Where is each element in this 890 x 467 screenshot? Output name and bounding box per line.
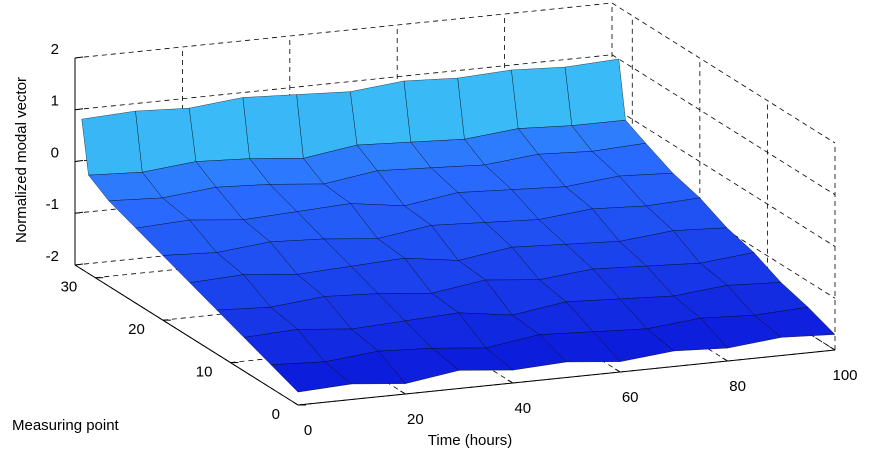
y-axis-label: Measuring point bbox=[12, 417, 120, 434]
surface-patch bbox=[349, 80, 411, 146]
z-tick bbox=[74, 211, 84, 214]
surface-patch bbox=[188, 97, 250, 162]
surface-patch bbox=[457, 69, 519, 140]
x-tick-label: 40 bbox=[514, 400, 531, 417]
grid-line bbox=[611, 106, 836, 247]
y-tick-label: 30 bbox=[61, 279, 78, 296]
x-tick bbox=[614, 368, 621, 373]
grid-line bbox=[611, 2, 836, 144]
axes: 0 20 40 60 80 100 0 10 20 30-2 -1 0 1 2 bbox=[46, 41, 858, 439]
z-axis-label: Normalized modal vector bbox=[13, 77, 30, 243]
grid-line bbox=[611, 157, 836, 299]
x-tick-label: 20 bbox=[407, 411, 424, 428]
z-tick-label: 1 bbox=[51, 93, 59, 110]
x-tick bbox=[722, 357, 728, 362]
surface-patch bbox=[403, 77, 465, 143]
z-tick bbox=[74, 160, 84, 162]
x-axis-label: Time (hours) bbox=[428, 432, 512, 449]
z-tick bbox=[74, 56, 84, 59]
surface-patch bbox=[135, 107, 197, 173]
z-tick bbox=[74, 263, 84, 266]
y-axis bbox=[74, 264, 299, 406]
x-tick-label: 0 bbox=[304, 422, 312, 439]
x-tick bbox=[507, 379, 514, 384]
z-tick-label: 2 bbox=[51, 41, 59, 58]
z-tick bbox=[74, 108, 84, 111]
grid-line bbox=[74, 2, 613, 59]
x-tick-label: 60 bbox=[622, 389, 639, 406]
grid-line bbox=[611, 54, 836, 196]
surface bbox=[81, 58, 836, 393]
z-tick-label: 0 bbox=[51, 144, 59, 161]
z-tick-label: -1 bbox=[46, 196, 59, 213]
surface-patch bbox=[511, 66, 573, 129]
y-tick-label: 10 bbox=[196, 364, 213, 381]
surface-patch bbox=[81, 110, 143, 176]
x-tick bbox=[400, 390, 406, 395]
y-tick-label: 0 bbox=[272, 406, 280, 423]
surface-patch bbox=[242, 94, 304, 159]
x-tick-label: 80 bbox=[729, 378, 746, 395]
x-tick bbox=[829, 346, 836, 351]
x-tick bbox=[292, 401, 299, 406]
surface-patch bbox=[270, 361, 353, 393]
x-axis bbox=[297, 349, 836, 406]
x-tick-label: 100 bbox=[832, 367, 857, 384]
z-tick-label: -2 bbox=[46, 248, 59, 265]
y-tick-label: 20 bbox=[128, 321, 145, 338]
surface-patch bbox=[564, 58, 626, 126]
